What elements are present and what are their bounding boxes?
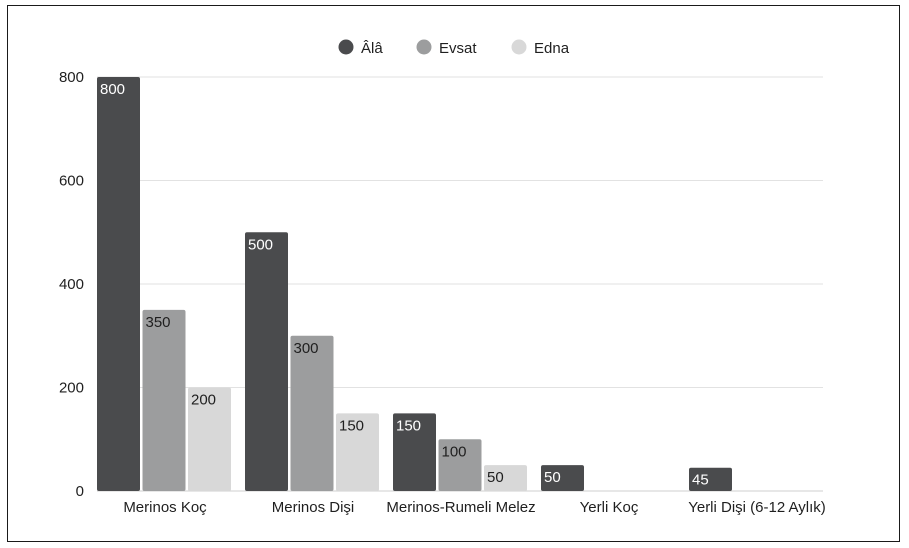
bar-Evsat-0 xyxy=(142,309,186,491)
y-tick-label: 0 xyxy=(76,483,84,500)
data-label: 100 xyxy=(442,443,467,460)
y-tick-label: 200 xyxy=(59,380,84,397)
bar-Âlâ-1 xyxy=(245,232,288,491)
bar-Edna-2 xyxy=(484,465,527,491)
data-label: 800 xyxy=(100,81,125,98)
x-category-label: Yerli Dişi (6-12 Aylık) xyxy=(688,499,826,516)
data-label: 150 xyxy=(396,417,421,434)
data-label: 45 xyxy=(692,472,709,489)
x-category-label: Merinos Koç xyxy=(123,499,207,516)
bars xyxy=(97,77,732,491)
y-tick-label: 800 xyxy=(59,69,84,86)
y-tick-label: 400 xyxy=(59,276,84,293)
data-labels: 800 350 200 500 300 150 150 100 50 50 45 xyxy=(100,81,709,489)
data-label: 350 xyxy=(146,314,171,331)
bar-Edna-1 xyxy=(336,413,379,491)
bar-Âlâ-3 xyxy=(541,465,584,491)
data-label: 50 xyxy=(544,469,561,486)
legend-swatch xyxy=(338,39,354,55)
bar-Âlâ-2 xyxy=(393,413,436,491)
legend-label: Âlâ xyxy=(361,40,383,57)
legend-label: Evsat xyxy=(439,40,477,57)
data-label: 500 xyxy=(248,236,273,253)
data-label: 200 xyxy=(191,392,216,409)
x-category-label: Yerli Koç xyxy=(580,499,639,516)
x-category-label: Merinos Dişi xyxy=(272,499,355,516)
bar-Evsat-1 xyxy=(290,335,334,491)
legend-label: Edna xyxy=(534,40,570,57)
data-label: 300 xyxy=(294,340,319,357)
bar-Âlâ-4 xyxy=(689,467,732,491)
x-axis-categories: Merinos Koç Merinos Dişi Merinos-Rumeli Me… xyxy=(123,499,825,516)
legend-swatch xyxy=(416,39,432,55)
data-label: 50 xyxy=(487,469,504,486)
legend-swatch xyxy=(511,39,527,55)
bar-Evsat-2 xyxy=(438,439,482,491)
x-category-label: Merinos-Rumeli Melez xyxy=(386,499,535,516)
data-label: 150 xyxy=(339,417,364,434)
bar-Âlâ-0 xyxy=(97,77,140,491)
legend: Âlâ Evsat Edna xyxy=(338,39,570,57)
y-axis-ticks: 0 200 400 600 800 xyxy=(59,69,84,500)
y-tick-label: 600 xyxy=(59,173,84,190)
bar-Edna-0 xyxy=(188,387,231,491)
